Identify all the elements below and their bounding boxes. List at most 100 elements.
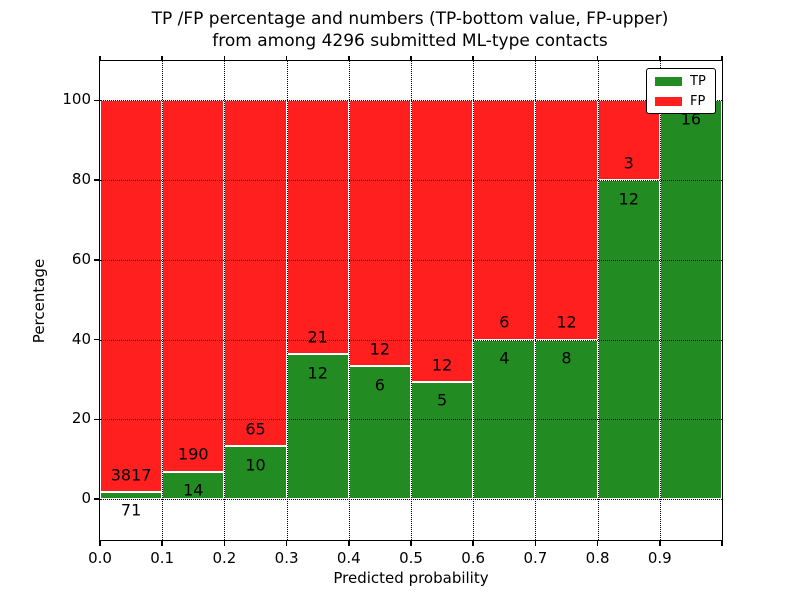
x-axis-tick-top [534,56,537,61]
fp-count-label: 65 [245,419,266,439]
x-axis-tick [410,540,412,546]
y-tick-label: 0 [81,488,91,507]
bar-segment-fp [100,100,163,492]
bar-segment-fp [411,100,474,382]
fp-count-label: 3817 [110,465,152,485]
fp-count-label: 190 [178,444,209,464]
tp-count-label: 71 [120,500,142,520]
tp-count-label: 4 [499,348,510,368]
tp-count-label: 6 [374,375,385,395]
bar-segment-fp [535,100,598,340]
tp-color-swatch [655,76,682,86]
chart-title-line2: from among 4296 submitted ML-type contac… [212,31,608,51]
y-tick-label: 60 [71,249,91,268]
x-axis-tick-top [721,56,723,61]
tp-count-label: 5 [437,390,448,410]
x-tick-label: 0.7 [523,549,548,567]
legend: TP FP [646,68,716,114]
x-tick-label: 0.9 [647,549,672,567]
gridline-vertical [597,61,599,540]
x-axis-tick [596,540,599,546]
y-tick-label: 20 [71,409,91,428]
x-tick-label: 0.8 [585,549,610,567]
x-axis-tick [99,540,101,546]
x-axis-tick-top [472,56,474,61]
tp-count-label: 16 [680,109,702,129]
x-tick-label: 0.0 [88,549,112,567]
plot-frame: 3817 71 190 14 65 10 21 12 12 6 12 5 6 4 12 8 3 12 16 0.0 0.… [30,56,723,587]
x-axis-tick [285,540,288,546]
gridline-vertical [286,61,288,540]
y-axis-tick [94,99,100,102]
bar-segment-tp [659,100,722,499]
fp-count-label: 6 [499,312,510,332]
fp-count-label: 3 [623,153,634,173]
bar-segment-fp [473,100,536,340]
x-axis-tick-top [161,56,163,61]
x-tick-label: 0.1 [150,549,175,567]
x-tick-label: 0.5 [399,549,423,567]
y-axis-tick [94,338,100,341]
x-tick-label: 0.2 [212,549,237,567]
y-axis-tick [94,498,100,500]
y-axis-tick [94,179,100,181]
fp-count-label: 21 [307,327,328,347]
y-tick-label: 40 [71,329,91,348]
bar-segment-fp [286,100,349,355]
y-tick-label: 100 [62,90,91,109]
x-axis-tick [348,540,350,546]
y-axis-tick [94,418,100,420]
bar-segment-fp [348,100,411,367]
chart-title-line1: TP /FP percentage and numbers (TP-bottom… [151,9,669,29]
x-axis-tick-top [99,56,101,61]
tp-count-label: 10 [245,455,266,475]
bar-segment-tp [348,366,411,499]
tp-count-label: 12 [307,363,328,383]
bar-segment-tp [162,471,225,499]
x-axis-tick-top [223,56,226,61]
x-axis-tick-top [659,56,661,61]
tp-count-label: 12 [618,189,639,209]
tp-count-label: 8 [561,348,572,368]
x-axis-tick [659,540,661,546]
x-tick-label: 0.3 [274,549,299,567]
legend-label-fp: FP [690,93,706,109]
fp-color-swatch [655,96,682,106]
legend-label-tp: TP [690,73,706,89]
bar-segment-fp [162,100,225,472]
x-axis-tick-top [285,56,288,61]
y-axis-tick [94,259,100,261]
gridline-vertical [224,61,226,540]
chart-title: TP /FP percentage and numbers (TP-bottom… [20,8,800,52]
bar-segment-tp [224,445,287,499]
gridline-vertical [535,61,537,540]
fp-count-label: 12 [431,355,453,375]
x-axis-label: Predicted probability [333,569,489,587]
x-axis-tick-top [348,56,350,61]
y-tick-label: 80 [71,170,91,189]
x-axis-tick [161,540,163,546]
gridline-vertical [411,61,412,540]
x-axis-tick [721,540,723,546]
gridline-vertical [659,61,661,540]
x-axis-tick-top [596,56,599,61]
x-tick-label: 0.6 [461,549,486,567]
legend-item-tp: TP [647,74,715,89]
gridline-vertical [162,61,164,540]
bar-segment-tp [100,491,163,499]
y-axis-label: Percentage [30,258,48,343]
legend-item-fp: FP [647,94,715,109]
fp-count-label: 12 [556,312,577,332]
x-axis-tick [223,540,226,546]
bar-segment-fp [224,100,287,446]
x-axis-tick-top [410,56,412,61]
fp-count-label: 12 [369,339,391,359]
gridline-vertical [473,61,475,540]
x-tick-label: 0.4 [336,549,361,567]
x-axis-tick [472,540,474,546]
gridline-vertical [348,61,350,540]
tp-count-label: 14 [183,480,204,500]
plot-area: 3817 71 190 14 65 10 21 12 12 6 12 5 6 4 12 8 3 12 16 0.0 0.… [62,56,723,567]
x-axis-tick [534,540,537,546]
